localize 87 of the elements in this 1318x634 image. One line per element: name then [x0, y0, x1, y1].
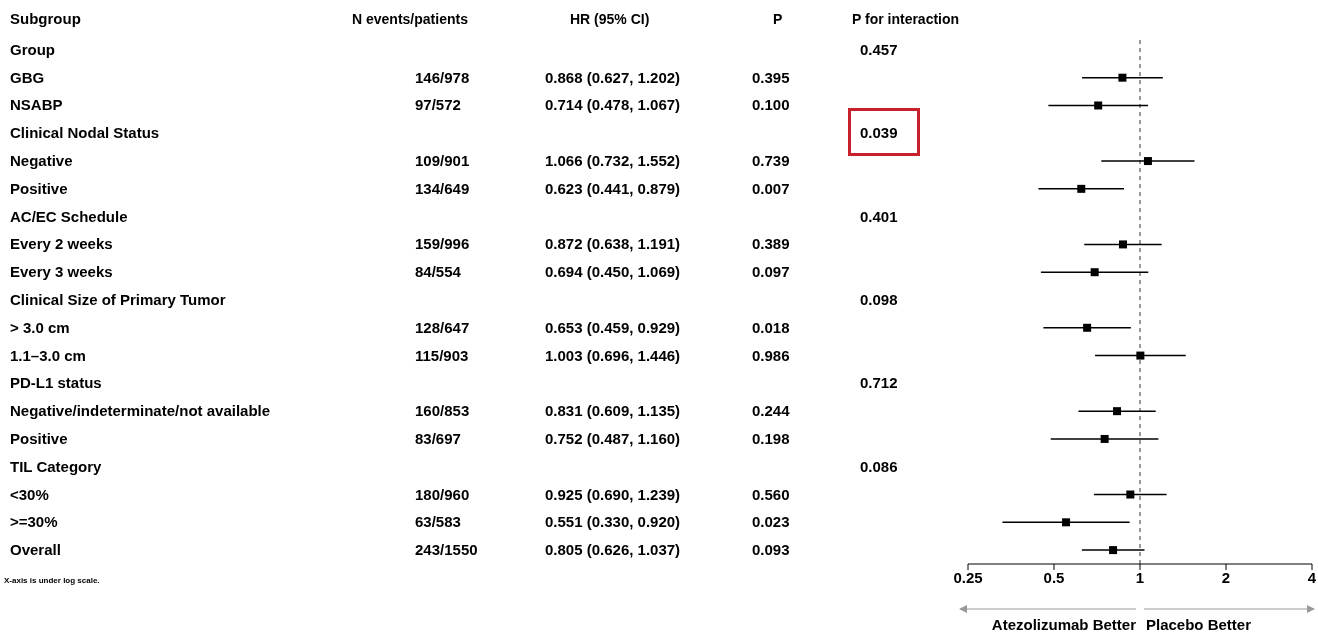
data-label: 0.752 (0.487, 1.160): [545, 429, 681, 448]
data-label: 0.457: [860, 40, 898, 59]
data-label: 0.986: [752, 346, 790, 365]
point: [1119, 240, 1128, 249]
category-label: Group: [10, 40, 55, 59]
point: [1094, 101, 1103, 110]
text: X-axis is under log scale.: [4, 576, 100, 585]
data-label: 0.925 (0.690, 1.239): [545, 485, 681, 504]
data-label: 180/960: [415, 485, 470, 504]
category-label: Negative/indeterminate/not available: [10, 402, 271, 421]
data-label: 243/1550: [415, 541, 478, 560]
data-label: 0.623 (0.441, 0.879): [545, 179, 681, 198]
data-label: 0.694 (0.450, 1.069): [545, 263, 681, 282]
data-label: 0.831 (0.609, 1.135): [545, 402, 681, 421]
data-label: 97/572: [415, 96, 461, 115]
point: [1077, 184, 1086, 193]
text: N events/patients: [352, 10, 468, 28]
category-label: Every 2 weeks: [10, 235, 113, 254]
x-tick-label: 1: [1135, 568, 1145, 586]
data-label: 0.039: [860, 124, 898, 143]
point: [1126, 490, 1135, 499]
data-label: 0.007: [752, 179, 790, 198]
data-label: 0.712: [860, 374, 898, 393]
category-label: Clinical Size of Primary Tumor: [10, 291, 226, 309]
text: Subgroup: [10, 10, 81, 28]
data-label: 0.653 (0.459, 0.929): [545, 318, 681, 337]
point: [1118, 73, 1127, 82]
data-label: 0.868 (0.627, 1.202): [545, 68, 681, 87]
data-label: 63/583: [415, 513, 461, 532]
data-label: 0.100: [752, 96, 790, 115]
data-label: 0.714 (0.478, 1.067): [545, 96, 681, 115]
data-label: 115/903: [415, 346, 469, 365]
data-label: 0.739: [752, 152, 790, 171]
data-label: 0.093: [752, 541, 790, 560]
data-label: 83/697: [415, 429, 461, 448]
x-tick-label: 2: [1221, 568, 1231, 586]
data-label: 0.560: [752, 485, 790, 504]
data-label: 0.086: [860, 457, 898, 476]
category-label: TIL Category: [10, 457, 102, 476]
data-label: 0.098: [860, 291, 898, 309]
data-label: 1.066 (0.732, 1.552): [545, 152, 681, 171]
text: Atezolizumab Better: [991, 616, 1136, 633]
data-label: 84/554: [415, 263, 461, 282]
data-label: 146/978: [415, 68, 470, 87]
category-label: Clinical Nodal Status: [10, 124, 160, 143]
text: P: [773, 10, 783, 28]
x-tick-label: 4: [1307, 568, 1317, 586]
data-label: 0.401: [860, 207, 898, 226]
data-label: 0.395: [752, 68, 790, 87]
data-label: 0.097: [752, 263, 790, 282]
category-label: <30%: [10, 485, 49, 504]
text: Placebo Better: [1146, 616, 1252, 633]
data-label: 0.244: [752, 402, 790, 421]
category-label: GBG: [10, 68, 45, 87]
category-label: 1.1–3.0 cm: [10, 346, 86, 365]
point: [1100, 434, 1109, 443]
category-label: Overall: [10, 541, 61, 560]
point: [1083, 323, 1092, 332]
point: [1090, 268, 1099, 277]
data-label: 0.198: [752, 429, 790, 448]
category-label: Every 3 weeks: [10, 263, 113, 282]
point: [1109, 546, 1118, 555]
data-label: 128/647: [415, 318, 470, 337]
data-label: 134/649: [415, 179, 470, 198]
category-label: >=30%: [10, 513, 58, 532]
data-label: 160/853: [415, 402, 470, 421]
x-tick-label: 0.25: [953, 568, 983, 586]
point: [1113, 407, 1122, 416]
category-label: Positive: [10, 179, 68, 198]
data-label: 1.003 (0.696, 1.446): [545, 346, 681, 365]
category-label: Positive: [10, 429, 68, 448]
category-label: AC/EC Schedule: [10, 207, 128, 226]
x-tick-label: 0.5: [1043, 568, 1065, 586]
category-label: PD-L1 status: [10, 374, 102, 393]
data-label: 0.023: [752, 513, 790, 532]
data-label: 0.805 (0.626, 1.037): [545, 541, 681, 560]
data-label: 109/901: [415, 152, 470, 171]
text: P for interaction: [852, 10, 960, 28]
data-label: 159/996: [415, 235, 470, 254]
category-label: > 3.0 cm: [10, 318, 70, 337]
category-label: Negative: [10, 152, 73, 171]
data-label: 0.872 (0.638, 1.191): [545, 235, 681, 254]
category-label: NSABP: [10, 96, 63, 115]
data-label: 0.018: [752, 318, 790, 337]
text: HR (95% CI): [570, 10, 650, 28]
data-label: 0.389: [752, 235, 790, 254]
data-label: 0.551 (0.330, 0.920): [545, 513, 681, 532]
